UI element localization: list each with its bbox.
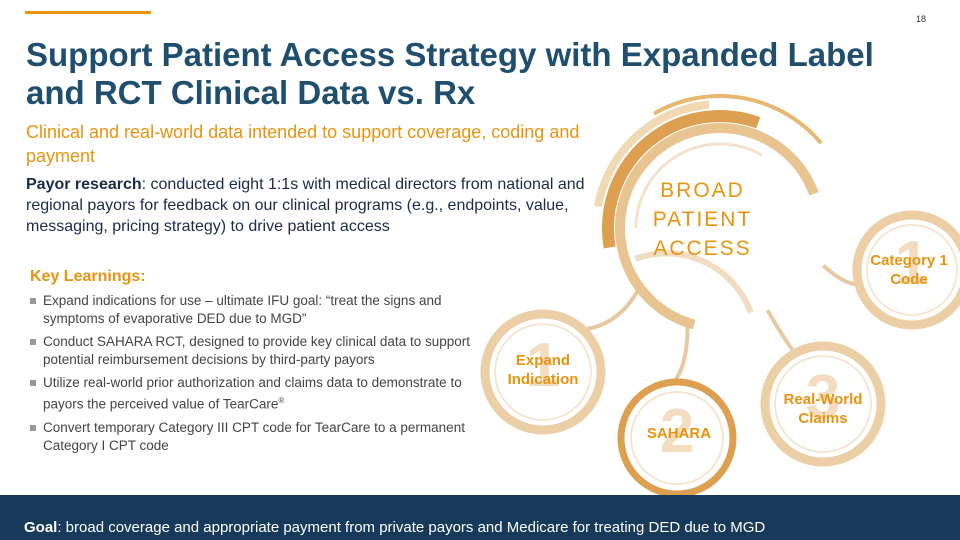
item-text: Expand indications for use – ultimate IF… [43, 293, 442, 326]
goal-text: : broad coverage and appropriate payment… [57, 519, 766, 536]
connector [668, 317, 690, 387]
ring-arc [634, 142, 763, 229]
subtitle: Clinical and real-world data intended to… [26, 122, 580, 166]
ring-arc [615, 123, 819, 330]
item: Expand indications for use – ultimate IF… [30, 292, 480, 328]
item: Conduct SAHARA RCT, designed to provide … [30, 333, 480, 369]
center-label: BROAD PATIENT ACCESS [652, 179, 753, 260]
node-inner [630, 391, 724, 485]
node-label: Real-World Claims [783, 391, 863, 427]
page-number: 18 [916, 14, 927, 24]
node-inner [494, 323, 592, 421]
node-label: SAHARA [646, 425, 712, 442]
key-heading: Key Learnings: [30, 268, 146, 285]
goal: Goal: broad coverage and appropriate pay… [24, 519, 765, 536]
footer-bar [0, 495, 960, 540]
item-sup: ® [278, 396, 285, 405]
accent-line [25, 11, 151, 14]
node-number: 1 [525, 331, 561, 400]
node-inner [866, 224, 958, 316]
item-text: Convert temporary Category III CPT code … [43, 419, 465, 453]
node-number: 3 [805, 363, 841, 432]
payor-body: : conducted eight 1:1s with medical dire… [26, 176, 585, 235]
ring-arc [634, 250, 754, 314]
node-inner [774, 355, 872, 453]
item-text: Utilize real-world prior authorization a… [43, 375, 462, 412]
node-number: 2 [659, 397, 695, 466]
ring-arc [602, 110, 761, 249]
connector [765, 309, 797, 354]
ring-arc [593, 100, 710, 208]
item-text: Conduct SAHARA RCT, designed to provide … [43, 334, 470, 367]
payor-bold: Payor research [26, 176, 142, 193]
node-label: Category 1 Code [870, 252, 948, 288]
payor-text: Payor research: conducted eight 1:1s wit… [26, 174, 606, 237]
item: Convert temporary Category III CPT code … [30, 419, 480, 455]
key-list: Expand indications for use – ultimate IF… [30, 292, 480, 460]
connector [579, 281, 644, 332]
node-number: 1 [894, 229, 930, 298]
node-label: Expand Indication [507, 352, 579, 388]
item: Utilize real-world prior authorization a… [30, 374, 480, 414]
title: Support Patient Access Strategy with Exp… [26, 36, 874, 111]
goal-bold: Goal [24, 519, 58, 536]
ring-arc [653, 94, 823, 145]
